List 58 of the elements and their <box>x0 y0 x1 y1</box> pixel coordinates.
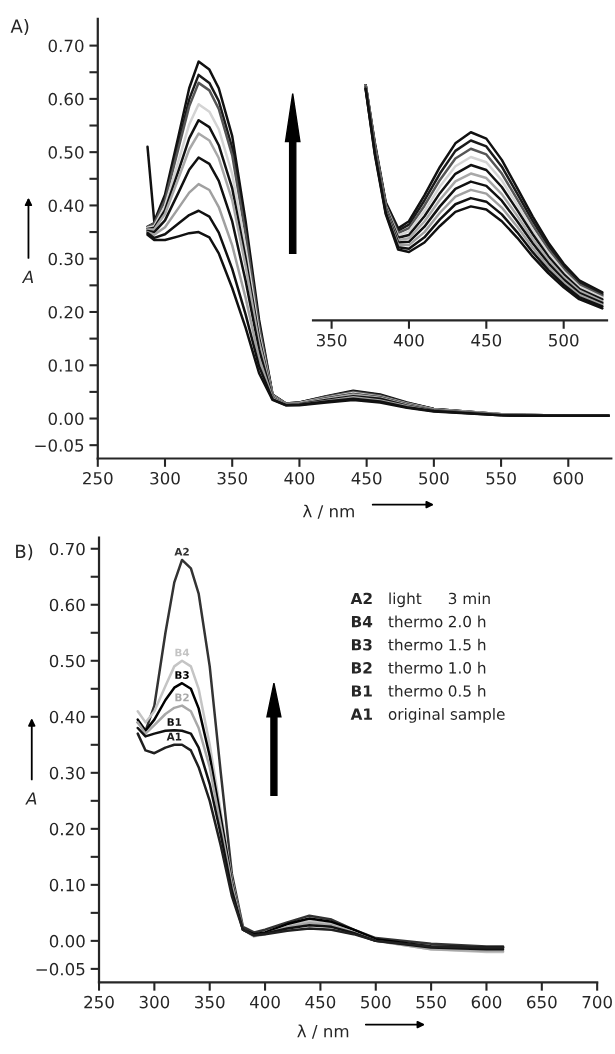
y-tick-label: 0.50 <box>48 146 84 159</box>
series-label: B2 <box>175 693 189 702</box>
text: A2 light 3 min <box>350 592 490 608</box>
y-tick-label: −0.05 <box>35 439 84 452</box>
annotation: B3 thermo 1.5 h <box>351 638 486 651</box>
x-tick-label: 500 <box>549 333 579 347</box>
x-tick-label: 450 <box>305 995 336 1009</box>
y-axis-title: A <box>21 270 34 283</box>
x-tick-label: 600 <box>471 995 502 1009</box>
x-tick-label: 400 <box>249 995 280 1009</box>
y-tick-label: 0.60 <box>49 598 85 612</box>
y-tick-label: 0.00 <box>49 934 85 948</box>
y-tick-label: 0.10 <box>48 359 84 372</box>
x-tick-label: 400 <box>284 471 315 485</box>
x-tick-label: 250 <box>83 471 113 485</box>
x-tick-label: 250 <box>84 995 114 1009</box>
y-tick-label: 0.40 <box>49 710 85 724</box>
x-tick-label: 500 <box>419 471 449 485</box>
y-tick-label: 0.10 <box>49 878 85 892</box>
x-tick-label: 300 <box>139 995 170 1009</box>
annotation: B2 thermo 1.0 h <box>351 661 486 674</box>
x-axis-title: λ / nm <box>297 1024 349 1039</box>
x-tick-label: 350 <box>195 995 225 1009</box>
x-tick-label: 550 <box>486 471 516 485</box>
x-tick-label: 300 <box>150 471 180 485</box>
x-axis-title: λ / nm <box>302 504 354 519</box>
y-tick-label: 0.40 <box>48 199 84 212</box>
annotation: B4 thermo 2.0 h <box>351 615 486 628</box>
series-label: B3 <box>175 671 189 679</box>
y-tick-label: 0.70 <box>49 542 85 556</box>
x-tick-label: 400 <box>393 333 424 347</box>
y-tick-label: 0.60 <box>48 92 84 106</box>
y-axis-title: A <box>25 792 37 805</box>
series-label: B4 <box>175 648 190 657</box>
x-tick-label: 500 <box>361 995 391 1009</box>
y-tick-label: 0.00 <box>48 412 84 426</box>
y-tick-label: 0.30 <box>49 766 85 780</box>
annotation: B1 thermo 0.5 h <box>351 684 486 697</box>
x-tick-label: 450 <box>471 333 502 347</box>
chart-title: A) <box>10 18 29 36</box>
y-tick-label: 0.70 <box>48 39 84 53</box>
series-label: B1 <box>167 718 182 726</box>
y-tick-label: −0.05 <box>36 962 85 976</box>
chart-title: B) <box>16 544 33 561</box>
x-tick-label: 650 <box>527 995 557 1009</box>
x-tick-label: 700 <box>582 995 612 1009</box>
y-tick-label: 0.50 <box>49 654 85 668</box>
y-tick-label: 0.20 <box>48 305 84 319</box>
y-tick-label: 0.30 <box>48 252 84 266</box>
annotation: A1 original sample <box>350 708 505 723</box>
x-tick-label: 600 <box>553 471 584 485</box>
series-label: A2 <box>174 547 189 556</box>
x-tick-label: 450 <box>351 471 382 485</box>
x-tick-label: 350 <box>316 333 347 347</box>
x-tick-label: 350 <box>217 471 248 485</box>
x-tick-label: 550 <box>416 995 446 1009</box>
y-tick-label: 0.20 <box>49 822 85 836</box>
series-label: A1 <box>166 732 182 741</box>
